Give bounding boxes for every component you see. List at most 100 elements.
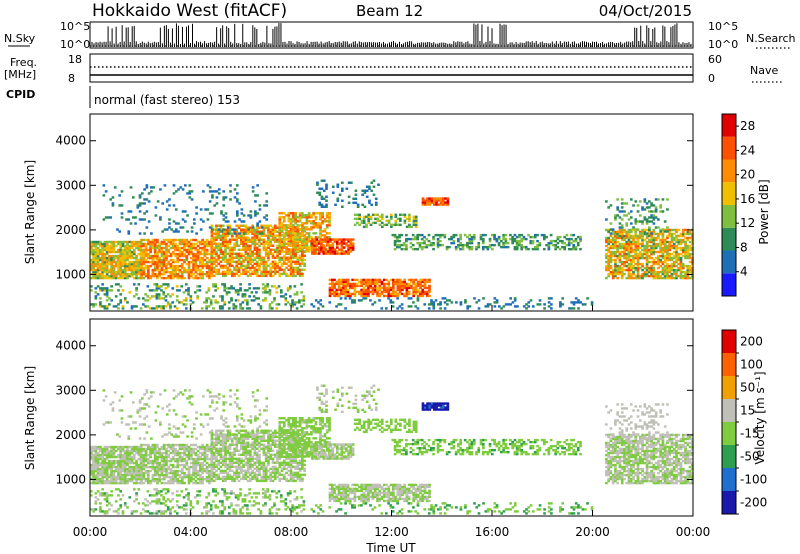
range-gate-cell	[174, 230, 178, 233]
range-gate-cell	[645, 250, 649, 254]
range-gate-cell	[258, 226, 261, 229]
range-gate-cell	[276, 256, 279, 260]
range-gate-cell	[234, 307, 238, 310]
range-gate-cell	[128, 250, 132, 254]
range-gate-cell	[119, 250, 123, 254]
range-gate-cell	[92, 250, 95, 254]
range-gate-cell	[325, 214, 329, 217]
range-gate-cell	[353, 284, 357, 288]
range-gate-cell	[207, 297, 211, 300]
range-gate-cell	[264, 234, 268, 237]
range-gate-cell	[165, 262, 168, 266]
range-gate-cell	[380, 290, 384, 294]
range-gate-cell	[300, 291, 303, 294]
range-gate-cell	[650, 220, 653, 223]
range-gate-cell	[105, 242, 109, 246]
range-gate-cell	[285, 262, 288, 266]
range-gate-cell	[262, 268, 266, 272]
range-gate-cell	[371, 221, 375, 225]
range-gate-cell	[616, 256, 620, 260]
range-gate-cell	[103, 293, 107, 296]
range-gate-cell	[414, 284, 418, 288]
range-gate-cell	[634, 250, 638, 254]
range-gate-cell	[623, 246, 626, 250]
range-gate-cell	[253, 242, 257, 245]
range-gate-cell	[112, 254, 116, 258]
range-gate-cell	[441, 243, 444, 247]
range-gate-cell	[151, 289, 154, 292]
range-gate-cell	[605, 252, 608, 256]
range-gate-cell	[117, 475, 120, 479]
range-gate-cell	[351, 286, 354, 290]
range-gate-cell	[618, 234, 622, 238]
range-gate-cell	[319, 222, 322, 225]
colorbar-tick-label: 12	[740, 216, 755, 230]
range-gate-cell	[269, 242, 273, 245]
range-gate-cell	[132, 262, 136, 266]
range-gate-cell	[396, 307, 399, 310]
range-gate-cell	[282, 254, 286, 258]
range-gate-cell	[260, 224, 264, 227]
range-gate-cell	[262, 266, 266, 270]
range-gate-cell	[632, 250, 635, 254]
range-gate-cell	[609, 272, 613, 276]
range-gate-cell	[690, 246, 694, 250]
range-gate-cell	[160, 246, 164, 250]
range-gate-cell	[294, 266, 297, 270]
range-gate-cell	[267, 242, 270, 245]
range-gate-cell	[264, 250, 268, 254]
range-gate-cell	[219, 246, 223, 250]
range-gate-cell	[382, 286, 386, 290]
range-gate-cell	[623, 272, 626, 276]
range-gate-cell	[638, 266, 642, 270]
range-gate-cell	[335, 252, 339, 255]
range-gate-cell	[681, 262, 685, 266]
range-gate-cell	[393, 241, 397, 245]
range-gate-cell	[668, 246, 672, 250]
range-gate-cell	[176, 272, 180, 276]
range-gate-cell	[169, 246, 173, 250]
range-gate-cell	[159, 218, 162, 221]
freq-tick-bottom: 8	[68, 72, 75, 85]
range-gate-cell	[276, 240, 279, 243]
range-gate-cell	[189, 295, 193, 298]
range-gate-cell	[657, 274, 660, 278]
range-gate-cell	[515, 235, 519, 239]
range-gate-cell	[255, 291, 258, 294]
range-gate-cell	[185, 254, 189, 258]
range-gate-cell	[119, 244, 123, 248]
range-gate-cell	[221, 272, 225, 276]
range-gate-cell	[668, 264, 672, 268]
range-gate-cell	[672, 264, 676, 268]
range-gate-cell	[137, 248, 141, 252]
range-gate-cell	[351, 246, 355, 249]
range-gate-cell	[262, 258, 266, 262]
range-gate-cell	[285, 238, 288, 241]
range-gate-cell	[101, 274, 104, 278]
range-gate-cell	[363, 189, 367, 192]
range-gate-cell	[180, 262, 184, 266]
range-gate-cell	[294, 236, 297, 239]
range-gate-cell	[141, 202, 144, 205]
range-gate-cell	[328, 216, 331, 219]
range-gate-cell	[249, 260, 252, 264]
power-data	[90, 179, 694, 310]
range-gate-cell	[99, 258, 102, 262]
range-gate-cell	[536, 245, 539, 249]
range-gate-cell	[620, 260, 624, 264]
range-gate-cell	[212, 252, 216, 256]
range-gate-cell	[387, 280, 391, 284]
range-gate-cell	[108, 258, 111, 262]
range-gate-cell	[293, 303, 297, 306]
range-gate-cell	[92, 303, 95, 306]
range-gate-cell	[349, 286, 352, 290]
range-gate-cell	[101, 467, 104, 471]
range-gate-cell	[677, 262, 681, 266]
range-gate-cell	[278, 256, 282, 260]
range-gate-cell	[319, 214, 322, 217]
range-gate-cell	[342, 280, 345, 284]
range-gate-cell	[156, 274, 159, 278]
range-gate-cell	[135, 266, 138, 270]
range-gate-cell	[367, 280, 370, 284]
range-gate-cell	[629, 262, 633, 266]
